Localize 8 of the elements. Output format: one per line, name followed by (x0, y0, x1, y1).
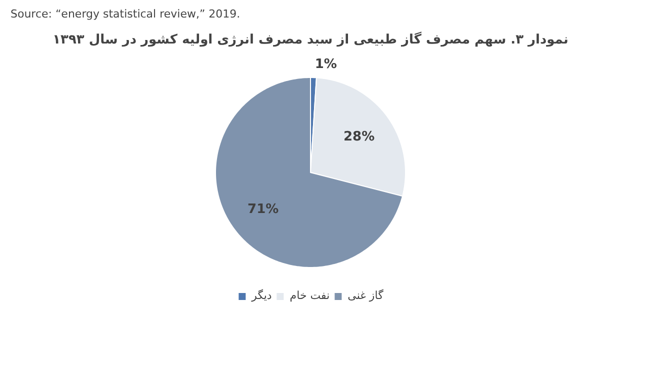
chart-title: نمودار ۳. سهم مصرف گاز طبیعی از سبد مصرف انرژی اولیه کشور در سال ۱۳۹۳ (52, 32, 568, 48)
legend-label: دیگر (252, 289, 272, 302)
legend-label: نفت خام (290, 289, 330, 302)
data-label: 28% (343, 130, 375, 145)
data-label: 71% (248, 202, 279, 217)
data-label: 1% (314, 57, 337, 72)
source-note: Source: “energy statistical review,” 2019. (10, 8, 240, 20)
legend-label: گاز غنی (348, 289, 384, 302)
